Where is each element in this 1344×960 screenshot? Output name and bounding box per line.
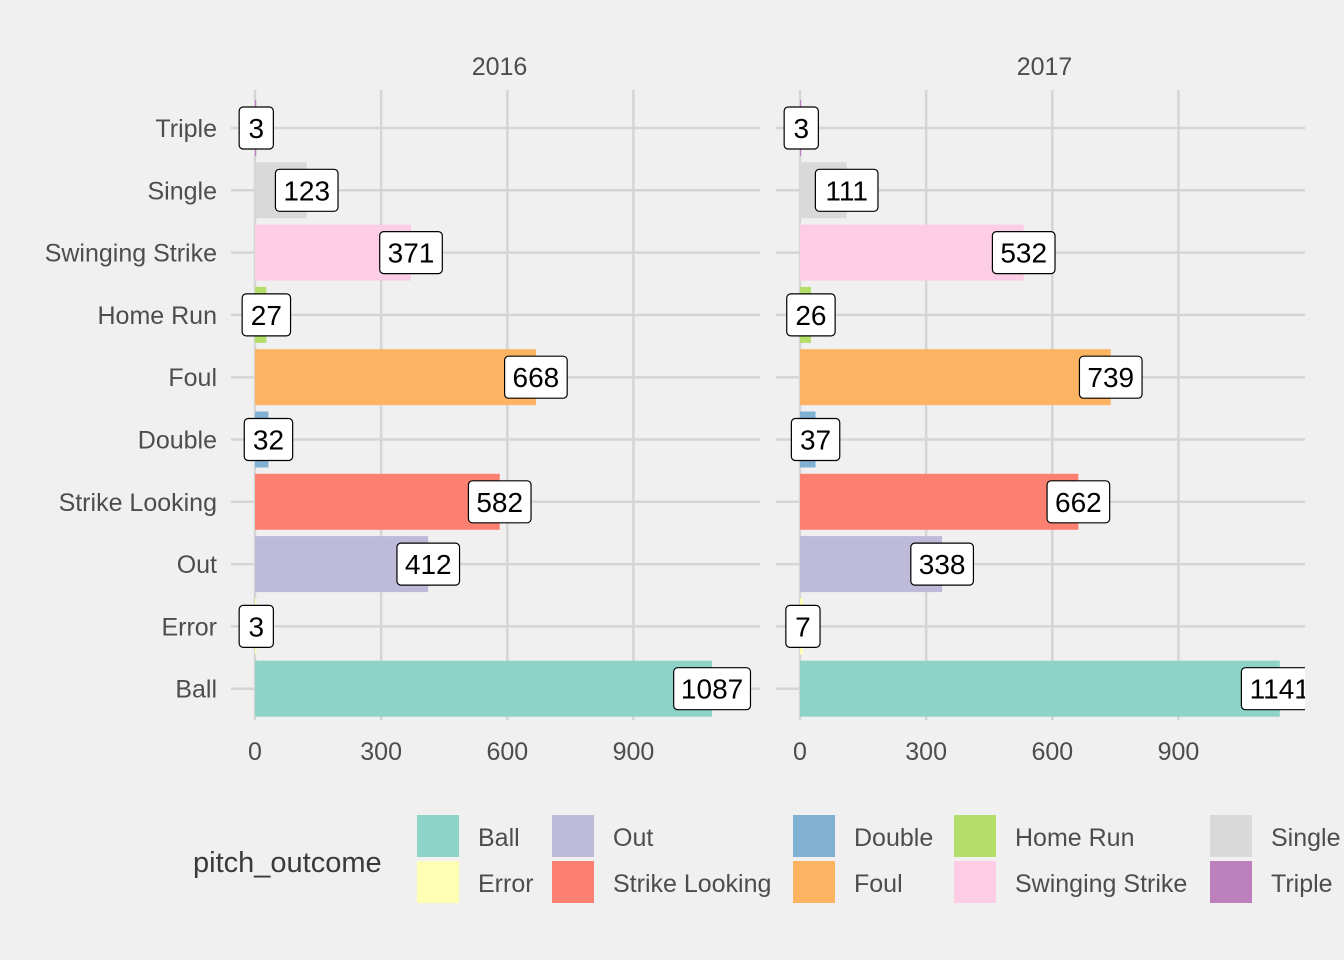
data-label-box-2017-swinging-strike (991, 231, 1056, 275)
panel-2017-marks: 1141 7 338 662 37 739 26 532 111 3 (783, 100, 1310, 717)
panel-2017-x-tick-label: 300 (905, 738, 947, 766)
panel-2017-x-tick-label: 0 (793, 738, 807, 766)
data-label-box-2016-single (274, 168, 339, 212)
data-label-2016-out: 412 (405, 549, 452, 580)
data-label-box-2017-triple (783, 106, 819, 150)
panel-2016: 0 300 600 900 2016 1087 3 412 582 32 668 27 371 123 3 (231, 53, 760, 766)
data-label-2016-swinging-strike: 371 (388, 238, 435, 269)
data-label-box-2017-ball (1240, 667, 1305, 711)
panel-2016-marks: 1087 3 412 582 32 668 27 371 123 3 (238, 100, 752, 717)
y-tick-label-double: Double (138, 427, 217, 455)
panel-2016-x-tick-label: 0 (248, 738, 262, 766)
bar-2016-strike-looking (255, 473, 500, 530)
data-label-box-2016-triple (238, 106, 274, 150)
legend-label-strike-looking: Strike Looking (613, 870, 771, 898)
legend-label-foul: Foul (854, 870, 903, 898)
y-tick-label-ball: Ball (175, 676, 217, 704)
data-label-2016-single: 123 (283, 175, 330, 206)
legend-key-foul (793, 861, 835, 903)
legend-key-swinging-strike (954, 861, 996, 903)
data-label-2017-swinging-strike: 532 (1000, 238, 1047, 269)
data-label-2017-ball: 1141 (1250, 674, 1310, 705)
bar-2017-strike-looking (800, 473, 1079, 530)
legend-label-out: Out (613, 824, 653, 852)
data-label-2016-strike-looking: 582 (476, 487, 523, 518)
panel-2017-x-tick-label: 900 (1158, 738, 1200, 766)
data-label-box-2017-error (785, 604, 821, 649)
data-label-box-2016-error (238, 604, 274, 649)
y-tick-label-single: Single (148, 177, 218, 205)
data-label-box-2017-foul (1078, 355, 1143, 399)
data-label-box-2016-home-run (241, 293, 292, 337)
bar-2016-foul (255, 349, 536, 406)
data-label-2016-foul: 668 (513, 362, 560, 393)
y-tick-label-triple: Triple (155, 115, 217, 143)
legend-key-triple (1210, 861, 1252, 903)
data-label-2017-out: 338 (919, 549, 966, 580)
data-label-2017-foul: 739 (1087, 362, 1134, 393)
y-tick-label-foul: Foul (168, 364, 217, 392)
legend-label-error: Error (478, 870, 534, 898)
legend-key-out (552, 815, 594, 857)
data-label-2016-error: 3 (248, 611, 264, 642)
data-label-2017-error: 7 (795, 611, 811, 642)
data-label-box-2016-strike-looking (467, 480, 532, 524)
data-label-2016-double: 32 (253, 425, 284, 456)
data-label-box-2017-strike-looking (1046, 480, 1111, 524)
data-label-box-2017-out (910, 542, 975, 586)
panel-2017-x-tick-label: 600 (1031, 738, 1073, 766)
legend-label-double: Double (854, 824, 933, 852)
data-label-box-2016-swinging-strike (379, 231, 443, 275)
legend-key-ball (417, 815, 459, 857)
y-tick-label-home-run: Home Run (98, 302, 218, 330)
y-tick-label-error: Error (161, 613, 217, 641)
data-label-box-2016-out (396, 542, 461, 586)
legend-title: pitch_outcome (193, 847, 382, 879)
data-label-2016-ball: 1087 (681, 674, 743, 705)
legend-label-home-run: Home Run (1015, 824, 1135, 852)
legend-key-single (1210, 815, 1252, 857)
panel-2016-x-tick-label: 900 (613, 738, 655, 766)
y-tick-label-strike-looking: Strike Looking (59, 489, 217, 517)
bar-2017-ball (800, 660, 1280, 717)
data-label-2016-triple: 3 (248, 113, 264, 144)
data-label-2017-strike-looking: 662 (1055, 487, 1102, 518)
data-label-2016-home-run: 27 (251, 300, 282, 331)
legend-label-single: Single (1271, 824, 1341, 852)
legend-label-swinging-strike: Swinging Strike (1015, 870, 1187, 898)
data-label-2017-triple: 3 (793, 113, 809, 144)
data-label-box-2017-single (814, 168, 879, 212)
y-tick-label-out: Out (177, 551, 217, 579)
legend-key-double (793, 815, 835, 857)
data-label-box-2016-double (243, 417, 294, 462)
bar-2017-foul (800, 349, 1111, 406)
panel-2017: 0 300 600 900 2017 1141 7 338 662 37 739 26 532 111 3 (776, 53, 1310, 766)
legend-label-ball: Ball (478, 824, 520, 852)
data-label-2017-double: 37 (800, 425, 831, 456)
data-label-box-2017-home-run (786, 293, 836, 337)
panel-2016-strip-title: 2016 (472, 53, 528, 81)
y-tick-label-swinging-strike: Swinging Strike (45, 240, 217, 268)
data-label-2017-single: 111 (825, 175, 868, 206)
panel-2017-strip-title: 2017 (1017, 53, 1073, 81)
bar-2016-ball (255, 660, 713, 717)
data-label-box-2016-ball (673, 667, 752, 711)
legend-key-strike-looking (552, 861, 594, 903)
bar-2017-swinging-strike (800, 224, 1024, 281)
data-label-box-2017-double (790, 417, 841, 462)
legend-key-home-run (954, 815, 996, 857)
data-label-2017-home-run: 26 (795, 300, 826, 331)
panel-2016-x-tick-label: 600 (486, 738, 528, 766)
legend-label-triple: Triple (1271, 870, 1333, 898)
data-label-box-2016-foul (503, 355, 568, 399)
legend: pitch_outcome Ball Error Out Strike Looking D… (193, 815, 1341, 903)
legend-key-error (417, 861, 459, 903)
panel-2016-x-tick-label: 300 (360, 738, 402, 766)
